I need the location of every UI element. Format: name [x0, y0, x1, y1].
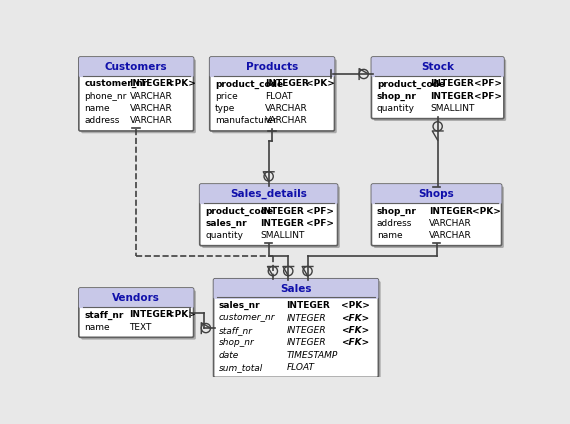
Text: price: price	[215, 92, 238, 101]
Text: Sales: Sales	[280, 284, 312, 294]
Text: <FK>: <FK>	[341, 314, 369, 323]
Text: <PK>: <PK>	[168, 310, 196, 320]
Text: sum_total: sum_total	[219, 363, 263, 372]
Text: product_code: product_code	[377, 79, 445, 89]
Text: date: date	[219, 351, 239, 360]
Text: Shops: Shops	[418, 189, 454, 199]
Text: SMALLINT: SMALLINT	[430, 104, 474, 113]
FancyBboxPatch shape	[210, 57, 335, 77]
FancyBboxPatch shape	[79, 57, 194, 77]
Text: INTEGER: INTEGER	[129, 79, 173, 89]
Text: quantity: quantity	[377, 104, 415, 113]
Text: Stock: Stock	[421, 62, 454, 72]
Text: INTEGER: INTEGER	[286, 326, 326, 335]
FancyBboxPatch shape	[79, 288, 194, 308]
Text: sales_nr: sales_nr	[219, 301, 260, 310]
Text: INTEGER: INTEGER	[286, 338, 326, 347]
Text: SMALLINT: SMALLINT	[260, 231, 305, 240]
Text: Sales_details: Sales_details	[230, 189, 307, 199]
Text: <PK>: <PK>	[306, 79, 335, 89]
Text: Customers: Customers	[105, 62, 168, 72]
Text: <PF>: <PF>	[306, 206, 335, 215]
Text: <PK>: <PK>	[472, 206, 501, 215]
Text: FLOAT: FLOAT	[265, 92, 292, 101]
Text: INTEGER: INTEGER	[429, 206, 473, 215]
Text: shop_nr: shop_nr	[377, 206, 417, 216]
Text: INTEGER: INTEGER	[430, 79, 474, 89]
Text: INTEGER: INTEGER	[430, 92, 474, 101]
Text: INTEGER: INTEGER	[129, 310, 173, 320]
Text: VARCHAR: VARCHAR	[129, 104, 172, 113]
Text: staff_nr: staff_nr	[219, 326, 253, 335]
Text: <PK>: <PK>	[341, 301, 370, 310]
Text: VARCHAR: VARCHAR	[265, 117, 308, 126]
FancyBboxPatch shape	[374, 187, 504, 248]
Text: product_code: product_code	[205, 206, 273, 216]
Text: staff_nr: staff_nr	[84, 310, 124, 320]
Text: TEXT: TEXT	[129, 323, 152, 332]
Text: name: name	[377, 231, 402, 240]
Text: <FK>: <FK>	[341, 326, 369, 335]
Text: type: type	[215, 104, 235, 113]
Text: customer_nr: customer_nr	[84, 79, 148, 89]
Text: name: name	[84, 104, 110, 113]
FancyBboxPatch shape	[210, 57, 335, 131]
Text: shop_nr: shop_nr	[377, 92, 417, 101]
FancyBboxPatch shape	[79, 288, 194, 338]
FancyBboxPatch shape	[216, 281, 381, 379]
FancyBboxPatch shape	[372, 184, 502, 204]
Text: manufacturer: manufacturer	[215, 117, 277, 126]
Text: <PF>: <PF>	[306, 219, 335, 228]
Text: VARCHAR: VARCHAR	[429, 219, 471, 228]
Text: name: name	[84, 323, 110, 332]
Text: INTEGER: INTEGER	[265, 79, 308, 89]
Text: VARCHAR: VARCHAR	[429, 231, 471, 240]
Text: VARCHAR: VARCHAR	[265, 104, 308, 113]
FancyBboxPatch shape	[79, 57, 194, 131]
Text: <PK>: <PK>	[168, 79, 196, 89]
Text: VARCHAR: VARCHAR	[129, 117, 172, 126]
Text: shop_nr: shop_nr	[219, 338, 255, 347]
Text: product_code: product_code	[215, 79, 283, 89]
Text: <PF>: <PF>	[474, 92, 502, 101]
FancyBboxPatch shape	[200, 184, 337, 204]
Text: sales_nr: sales_nr	[205, 219, 247, 228]
FancyBboxPatch shape	[372, 57, 504, 77]
Text: VARCHAR: VARCHAR	[129, 92, 172, 101]
Text: TIMESTAMP: TIMESTAMP	[286, 351, 337, 360]
Text: address: address	[377, 219, 412, 228]
Text: INTEGER: INTEGER	[260, 206, 304, 215]
Text: address: address	[84, 117, 120, 126]
FancyBboxPatch shape	[214, 279, 378, 377]
Text: quantity: quantity	[205, 231, 243, 240]
FancyBboxPatch shape	[200, 184, 337, 245]
Text: FLOAT: FLOAT	[286, 363, 314, 372]
FancyBboxPatch shape	[372, 184, 502, 245]
FancyBboxPatch shape	[214, 279, 378, 299]
FancyBboxPatch shape	[212, 59, 337, 133]
FancyBboxPatch shape	[202, 187, 340, 248]
FancyBboxPatch shape	[81, 290, 196, 340]
FancyBboxPatch shape	[372, 57, 504, 119]
Text: INTEGER: INTEGER	[286, 301, 330, 310]
Text: Products: Products	[246, 62, 298, 72]
FancyBboxPatch shape	[374, 59, 506, 121]
Text: phone_nr: phone_nr	[84, 92, 127, 101]
Text: INTEGER: INTEGER	[260, 219, 304, 228]
Text: <PF>: <PF>	[474, 79, 502, 89]
Text: INTEGER: INTEGER	[286, 314, 326, 323]
Text: Vendors: Vendors	[112, 293, 160, 303]
Text: <FK>: <FK>	[341, 338, 369, 347]
Text: customer_nr: customer_nr	[219, 314, 275, 323]
FancyBboxPatch shape	[81, 59, 196, 133]
